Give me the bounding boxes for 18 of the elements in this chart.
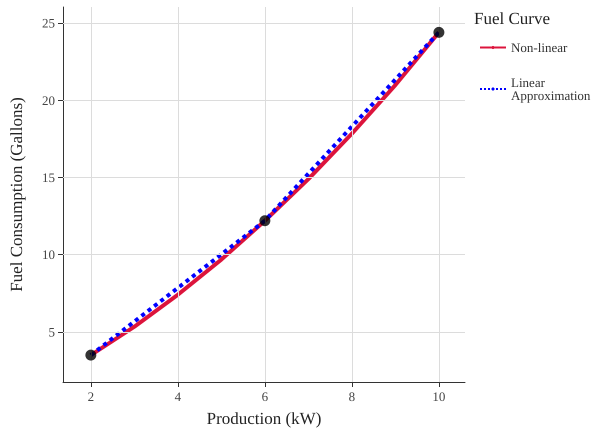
- x-tick-label: 2: [88, 389, 94, 404]
- y-tick-label: 25: [42, 16, 55, 31]
- x-tick-label: 4: [174, 389, 182, 404]
- point: [433, 26, 444, 38]
- point: [85, 350, 96, 361]
- legend-title: Fuel Curve: [474, 9, 550, 28]
- y-tick-label: 5: [48, 324, 55, 340]
- x-axis-title: Production (kW): [206, 409, 322, 428]
- y-tick-label: 15: [42, 170, 55, 186]
- x-tick-label: 6: [262, 389, 269, 404]
- point: [259, 215, 270, 226]
- x-tick-label: 10: [432, 389, 446, 404]
- legend-label: Non-linear: [511, 40, 568, 55]
- legend-label: Linear Approximation: [511, 75, 591, 103]
- y-tick-label: 20: [42, 92, 55, 108]
- y-axis-title: Fuel Consumption (Gallons): [7, 97, 26, 292]
- y-tick-label: 10: [42, 247, 55, 262]
- x-tick-label: 8: [348, 389, 356, 404]
